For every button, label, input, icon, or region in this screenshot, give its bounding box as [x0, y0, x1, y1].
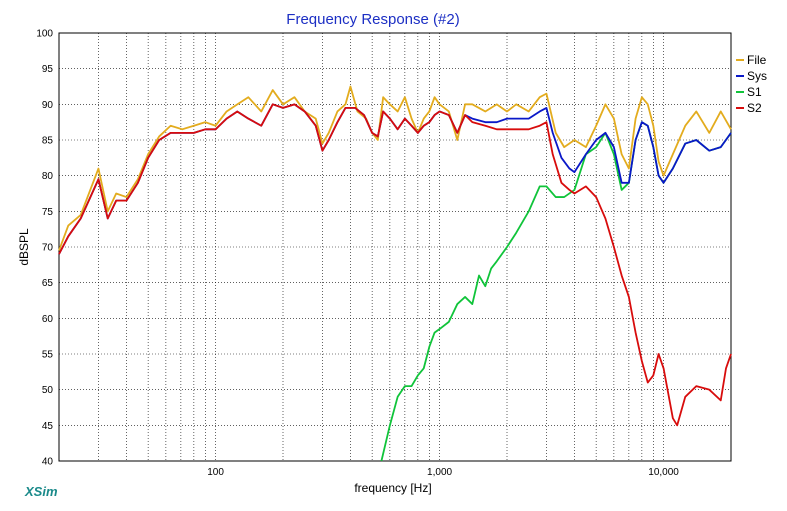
legend-label-s2: S2 [747, 101, 762, 115]
y-axis-ticks: 40 45 50 55 60 65 70 75 80 85 90 95 100 [36, 29, 53, 468]
y-tick-label: 60 [42, 314, 54, 325]
series-line-s1 [380, 121, 732, 462]
y-axis-label: dBSPL [17, 228, 31, 266]
x-axis-ticks: 100 1,000 10,000 [207, 467, 679, 478]
y-tick-label: 95 [42, 64, 54, 75]
series-line-file [58, 85, 732, 251]
y-tick-label: 100 [36, 29, 53, 40]
legend: File Sys S1 S2 [736, 53, 767, 115]
y-tick-label: 75 [42, 207, 54, 218]
plot-area [58, 32, 732, 462]
y-tick-label: 50 [42, 385, 54, 396]
y-tick-label: 65 [42, 278, 54, 289]
y-tick-label: 70 [42, 243, 54, 254]
x-axis-label: frequency [Hz] [354, 481, 431, 495]
plot-grid [59, 33, 731, 461]
legend-label-s1: S1 [747, 85, 762, 99]
legend-label-sys: Sys [747, 69, 767, 83]
y-tick-label: 40 [42, 457, 54, 468]
y-tick-label: 45 [42, 421, 54, 432]
x-tick-label: 10,000 [648, 467, 679, 478]
chart-title: Frequency Response (#2) [286, 11, 459, 28]
y-tick-label: 90 [42, 100, 54, 111]
y-tick-label: 80 [42, 171, 54, 182]
y-tick-label: 55 [42, 350, 54, 361]
legend-label-file: File [747, 53, 767, 67]
x-tick-label: 100 [207, 467, 224, 478]
y-tick-label: 85 [42, 136, 54, 147]
series-line-s2 [58, 103, 732, 427]
x-tick-label: 1,000 [427, 467, 452, 478]
series-layer [58, 85, 732, 462]
xsim-brand-label: XSim [24, 484, 58, 499]
